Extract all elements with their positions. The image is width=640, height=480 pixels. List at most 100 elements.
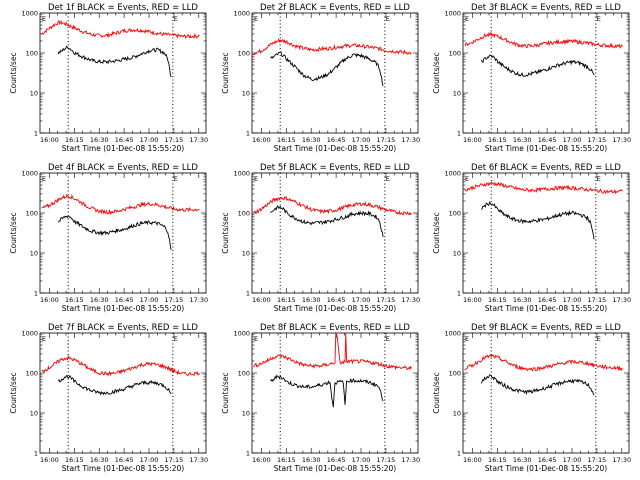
- event-marker-label: E: [597, 335, 601, 343]
- y-tick-label: 1000: [21, 170, 38, 178]
- y-tick-label: 1000: [21, 10, 38, 18]
- x-tick-label: 17:15: [588, 136, 607, 144]
- y-tick-label: 100: [238, 210, 250, 218]
- chart-panel-4: Det 4f BLACK = Events, RED = LLD 1 10 100 10…: [9, 163, 208, 313]
- event-marker-label: E: [465, 15, 469, 23]
- event-marker-label: E: [254, 15, 258, 23]
- x-tick-label: 16:15: [277, 136, 296, 144]
- x-tick-label: 17:30: [401, 456, 420, 464]
- y-tick-label: 10: [453, 250, 461, 258]
- x-tick-label: 16:30: [90, 136, 109, 144]
- chart-title: Det 9f BLACK = Events, RED = LLD: [471, 323, 621, 333]
- x-tick-label: 17:00: [352, 456, 371, 464]
- x-tick-label: 16:45: [538, 136, 557, 144]
- y-tick-label: 100: [449, 210, 461, 218]
- event-marker-label: E: [42, 15, 46, 23]
- events-series-line: [57, 45, 172, 78]
- x-axis-label: Start Time (01-Dec-08 15:55:20): [62, 144, 184, 153]
- y-axis-label: Counts/sec: [9, 52, 18, 93]
- x-tick-label: 16:15: [277, 296, 296, 304]
- x-tick-label: 16:45: [115, 456, 134, 464]
- events-series-line: [270, 51, 384, 87]
- plot-frame: [39, 12, 207, 134]
- chart-title: Det 4f BLACK = Events, RED = LLD: [48, 163, 198, 173]
- chart-panel-3: Det 3f BLACK = Events, RED = LLD 1 10 100 10…: [432, 3, 631, 153]
- chart-title: Det 8f BLACK = Events, RED = LLD: [260, 323, 410, 333]
- chart-panel-2: Det 2f BLACK = Events, RED = LLD 1 10 100 10…: [221, 3, 420, 153]
- event-marker-label: E: [386, 175, 390, 183]
- x-tick-label: 17:30: [401, 296, 420, 304]
- x-tick-label: 16:45: [327, 296, 346, 304]
- x-tick-label: 16:30: [302, 296, 321, 304]
- x-tick-label: 16:15: [488, 456, 507, 464]
- x-tick-label: 17:30: [612, 136, 631, 144]
- x-tick-label: 16:30: [302, 456, 321, 464]
- lld-series-line: [41, 19, 200, 40]
- y-tick-label: 1: [457, 450, 461, 458]
- x-axis-label: Start Time (01-Dec-08 15:55:20): [274, 144, 396, 153]
- event-marker-label: E: [174, 335, 178, 343]
- x-tick-label: 17:30: [612, 456, 631, 464]
- y-tick-label: 10: [242, 410, 250, 418]
- x-tick-label: 16:00: [463, 456, 482, 464]
- x-tick-label: 16:30: [513, 296, 532, 304]
- event-marker-label: E: [42, 335, 46, 343]
- chart-title: Det 5f BLACK = Events, RED = LLD: [260, 163, 410, 173]
- x-tick-label: 17:00: [140, 136, 159, 144]
- lld-series-line: [253, 38, 412, 55]
- x-tick-label: 17:00: [563, 296, 582, 304]
- chart-panel-5: Det 5f BLACK = Events, RED = LLD 1 10 100 10…: [221, 163, 420, 313]
- x-tick-label: 16:00: [463, 136, 482, 144]
- lld-series-line: [464, 31, 623, 49]
- x-tick-label: 16:00: [40, 136, 59, 144]
- events-series-line: [270, 374, 384, 408]
- x-axis-label: Start Time (01-Dec-08 15:55:20): [485, 144, 607, 153]
- event-marker-label: E: [254, 175, 258, 183]
- y-tick-label: 1: [246, 450, 250, 458]
- x-tick-label: 16:15: [488, 296, 507, 304]
- plot-frame: [251, 12, 419, 134]
- y-tick-label: 10: [453, 410, 461, 418]
- event-marker-label: E: [254, 335, 258, 343]
- y-axis-label: Counts/sec: [9, 212, 18, 253]
- y-axis-label: Counts/sec: [432, 372, 441, 413]
- event-marker-label: E: [386, 15, 390, 23]
- x-tick-label: 16:30: [90, 456, 109, 464]
- x-tick-label: 17:15: [588, 296, 607, 304]
- chart-panel-9: Det 9f BLACK = Events, RED = LLD 1 10 100 10…: [432, 323, 631, 473]
- y-tick-label: 100: [449, 50, 461, 58]
- x-tick-label: 17:00: [352, 136, 371, 144]
- y-axis-label: Counts/sec: [432, 212, 441, 253]
- events-series-line: [480, 374, 595, 396]
- y-tick-label: 10: [30, 90, 38, 98]
- y-tick-label: 100: [449, 370, 461, 378]
- x-tick-label: 16:15: [65, 136, 84, 144]
- x-axis-label: Start Time (01-Dec-08 15:55:20): [274, 464, 396, 473]
- chart-panel-1: Det 1f BLACK = Events, RED = LLD 1 10 100 10…: [9, 3, 208, 153]
- x-tick-label: 17:00: [140, 456, 159, 464]
- y-tick-label: 1: [34, 450, 38, 458]
- plot-frame: [39, 332, 207, 454]
- lld-series-line: [41, 354, 200, 377]
- chart-title: Det 6f BLACK = Events, RED = LLD: [471, 163, 621, 173]
- events-series-line: [57, 374, 172, 396]
- lld-series-line: [253, 195, 412, 216]
- x-tick-label: 17:00: [140, 296, 159, 304]
- x-tick-label: 17:15: [588, 456, 607, 464]
- x-tick-label: 17:00: [563, 456, 582, 464]
- chart-panel-8: Det 8f BLACK = Events, RED = LLD 1 10 100 10…: [221, 323, 420, 473]
- x-tick-label: 17:30: [189, 296, 208, 304]
- y-tick-label: 100: [26, 210, 38, 218]
- y-axis-label: Counts/sec: [221, 372, 230, 413]
- x-tick-label: 17:15: [165, 136, 184, 144]
- lld-series-line: [253, 331, 412, 371]
- x-tick-label: 16:15: [277, 456, 296, 464]
- y-tick-label: 1000: [444, 170, 461, 178]
- y-tick-label: 100: [26, 370, 38, 378]
- chart-panel-7: Det 7f BLACK = Events, RED = LLD 1 10 100 10…: [9, 323, 208, 473]
- plot-frame: [251, 332, 419, 454]
- y-tick-label: 1000: [444, 330, 461, 338]
- y-tick-label: 1: [246, 130, 250, 138]
- plot-frame: [462, 12, 630, 134]
